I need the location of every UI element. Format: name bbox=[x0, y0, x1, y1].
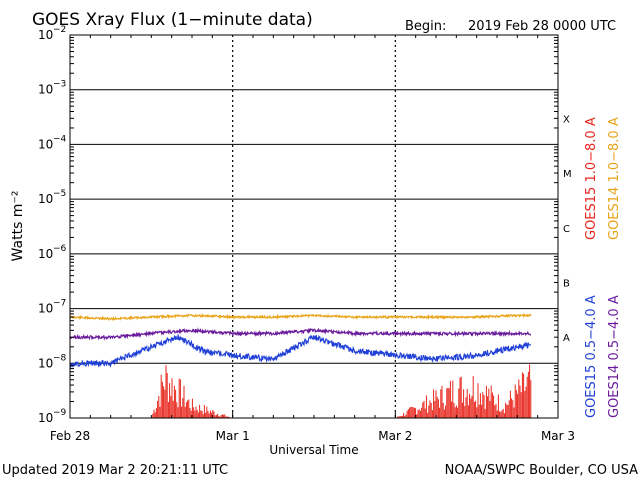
x-tick-label: Mar 1 bbox=[216, 429, 250, 443]
y-tick-label: 10 −4 bbox=[38, 134, 67, 151]
y-tick-base: 10 bbox=[38, 192, 53, 206]
y-tick-base: 10 bbox=[38, 356, 53, 370]
y-tick-label: 10 −3 bbox=[38, 80, 66, 97]
axes bbox=[69, 34, 559, 419]
y-tick-exponent: −9 bbox=[53, 408, 67, 418]
y-tick-label: 10 −8 bbox=[38, 353, 67, 370]
y-tick-exponent: −8 bbox=[53, 353, 67, 363]
labels: Feb 28 Mar 1 Mar 2 Mar 310−210−310−410 −510−… bbox=[2, 10, 638, 478]
y-tick-base: 10 bbox=[38, 411, 53, 425]
y-tick-label: 10 −5 bbox=[38, 189, 66, 206]
legend-entry: GOES14 1.0−8.0 A bbox=[607, 117, 622, 240]
y-tick-exponent: −2 bbox=[53, 25, 66, 35]
y-tick-exponent: −4 bbox=[53, 134, 67, 144]
flare-class-label: A bbox=[563, 333, 570, 344]
y-tick-base: 10 bbox=[38, 247, 53, 261]
flare-class-label: B bbox=[563, 278, 570, 289]
chart-title: GOES Xray Flux (1−minute data) bbox=[32, 10, 313, 30]
credit-text: NOAA/SWPC Boulder, CO USA bbox=[445, 463, 638, 478]
y-tick-label: 10 −9 bbox=[38, 408, 67, 425]
legend-entry: GOES14 0.5−4.0 A bbox=[607, 295, 622, 418]
begin-value: 2019 Feb 28 0000 UTC bbox=[468, 19, 616, 34]
flare-class-label: M bbox=[563, 169, 572, 180]
x-axis-title: Universal Time bbox=[269, 443, 358, 457]
y-tick-exponent: −3 bbox=[53, 80, 66, 90]
x-tick-label: Mar 3 bbox=[541, 429, 575, 443]
x-tick-label: Mar 2 bbox=[378, 429, 412, 443]
flare-class-label: X bbox=[563, 114, 570, 125]
series-layer bbox=[69, 312, 532, 418]
x-tick-label: Feb 28 bbox=[50, 429, 90, 443]
plot-frame bbox=[69, 34, 559, 419]
y-tick-base: 10 bbox=[38, 28, 53, 42]
y-tick-label: 10 −7 bbox=[38, 299, 66, 316]
begin-label: Begin: bbox=[405, 19, 446, 34]
y-tick-exponent: −7 bbox=[53, 299, 66, 309]
y-tick-exponent: −6 bbox=[53, 244, 67, 254]
updated-timestamp: Updated 2019 Mar 2 20:21:11 UTC bbox=[2, 463, 228, 478]
series-line-1 bbox=[152, 364, 532, 418]
y-tick-base: 10 bbox=[38, 302, 53, 316]
series-line-2 bbox=[69, 312, 532, 322]
y-tick-base: 10 bbox=[38, 83, 53, 97]
y-tick-label: 10 −2 bbox=[38, 25, 66, 42]
y-tick-base: 10 bbox=[38, 137, 53, 151]
series-line-3 bbox=[69, 334, 532, 369]
y-axis-title: Watts m⁻² bbox=[10, 191, 26, 262]
legend-entry: GOES15 0.5−4.0 A bbox=[584, 295, 599, 418]
y-tick-exponent: −5 bbox=[53, 189, 66, 199]
series-line-4 bbox=[69, 327, 532, 341]
legend-entry: GOES15 1.0−8.0 A bbox=[584, 117, 599, 240]
y-tick-label: 10 −6 bbox=[38, 244, 67, 261]
grid bbox=[70, 35, 558, 418]
flare-class-label: C bbox=[563, 224, 570, 235]
